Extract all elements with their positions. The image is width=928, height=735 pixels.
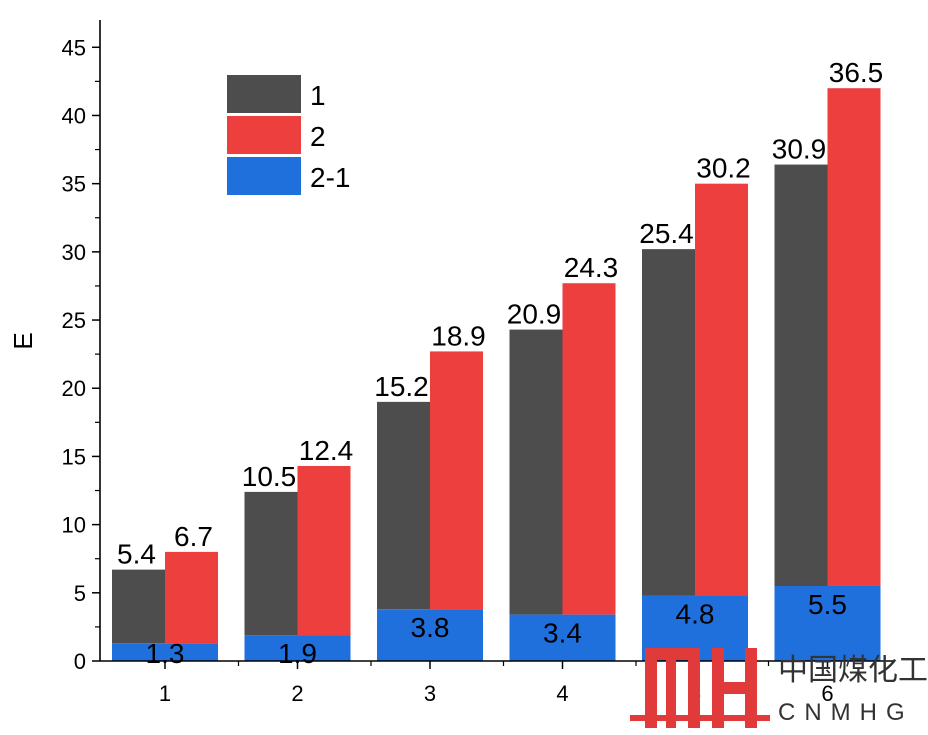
watermark-logo-stroke	[688, 648, 700, 728]
value-label-series-2-1-cat-3: 3.8	[411, 612, 450, 643]
legend-swatch-1	[227, 75, 301, 113]
value-label-series-2-cat-6: 36.5	[829, 57, 884, 88]
value-label-series-2-cat-2: 12.4	[299, 435, 354, 466]
bar-series-1-cat-4	[509, 329, 563, 615]
watermark-chinese-text: 中国煤化工	[778, 653, 928, 688]
legend-label-1: 1	[310, 80, 326, 111]
y-tick-label-20: 20	[62, 376, 86, 401]
watermark-logo-stroke	[630, 715, 770, 721]
bar-series-2-1-cat-4	[509, 614, 616, 661]
value-label-series-2-cat-3: 18.9	[431, 320, 486, 351]
watermark-logo-stroke	[712, 682, 757, 694]
legend-label-2-1: 2-1	[310, 162, 350, 193]
value-label-series-1-cat-4: 20.9	[507, 299, 562, 330]
bar-series-1-cat-2	[244, 491, 298, 636]
y-tick-label-30: 30	[62, 240, 86, 265]
value-label-series-1-cat-3: 15.2	[374, 371, 429, 402]
bar-series-2-1-cat-6	[774, 585, 881, 661]
value-label-series-1-cat-6: 30.9	[772, 134, 827, 165]
bar-series-2-1-cat-3	[377, 609, 483, 661]
bar-series-2-cat-3	[430, 351, 483, 610]
y-axis-label: E	[8, 332, 38, 349]
bar-series-1-cat-1	[112, 569, 165, 644]
value-label-series-1-cat-2: 10.5	[242, 461, 297, 492]
value-labels-group: 5.4 6.7 1.3 10.512.4 1.9 15.218.9 3.8 20.924.3 3…	[117, 57, 883, 669]
bars-group	[112, 88, 881, 661]
y-tick-label-25: 25	[62, 308, 86, 333]
x-tick-label-6: 6	[821, 681, 833, 706]
watermark-logo-stroke	[666, 660, 676, 728]
watermark-logo	[630, 648, 770, 728]
watermark-logo-stroke	[645, 648, 657, 728]
y-tick-label-35: 35	[62, 172, 86, 197]
watermark: 中国煤化工 CNMHG	[630, 648, 928, 728]
watermark-logo-stroke	[645, 648, 700, 660]
bar-series-2-cat-2	[297, 465, 351, 636]
x-tick-label-4: 4	[556, 681, 568, 706]
bar-series-2-cat-4	[562, 283, 616, 615]
value-label-series-2-1-cat-2: 1.9	[278, 638, 317, 669]
legend-swatch-2	[227, 116, 301, 154]
x-tick-label-1: 1	[159, 681, 171, 706]
bar-series-2-1-cat-2	[244, 635, 351, 661]
bar-series-2-cat-1	[165, 551, 218, 644]
y-tick-label-5: 5	[74, 581, 86, 606]
y-tick-label-15: 15	[62, 444, 86, 469]
x-tick-label-2: 2	[291, 681, 303, 706]
legend-label-2: 2	[310, 121, 326, 152]
bar-series-1-cat-5	[642, 249, 695, 596]
value-label-series-2-cat-4: 24.3	[564, 252, 619, 283]
y-tick-label-0: 0	[74, 649, 86, 674]
value-label-series-2-cat-5: 30.2	[696, 153, 751, 184]
y-tick-label-40: 40	[62, 103, 86, 128]
y-tick-label-10: 10	[62, 513, 86, 538]
bar-series-2-1-cat-1	[112, 643, 218, 661]
value-label-series-1-cat-1: 5.4	[117, 539, 156, 570]
value-label-series-2-1-cat-5: 4.8	[676, 599, 715, 630]
x-tick-label-3: 3	[424, 681, 436, 706]
value-label-series-2-1-cat-6: 5.5	[808, 589, 847, 620]
y-tick-label-45: 45	[62, 35, 86, 60]
value-label-series-2-1-cat-4: 3.4	[543, 618, 582, 649]
bar-series-2-cat-5	[695, 183, 748, 596]
bar-series-1-cat-3	[377, 401, 430, 610]
value-label-series-2-1-cat-1: 1.3	[146, 638, 185, 669]
legend-swatch-2-1	[227, 157, 301, 195]
value-label-series-1-cat-5: 25.4	[639, 218, 694, 249]
legend: 1 2 2-1	[227, 75, 350, 195]
value-label-series-2-cat-1: 6.7	[174, 521, 213, 552]
bar-series-2-cat-6	[827, 88, 881, 586]
axes-group: 123456051015202530354045	[62, 20, 895, 706]
bar-series-1-cat-6	[774, 164, 828, 586]
watermark-english-text: CNMHG	[778, 699, 914, 726]
